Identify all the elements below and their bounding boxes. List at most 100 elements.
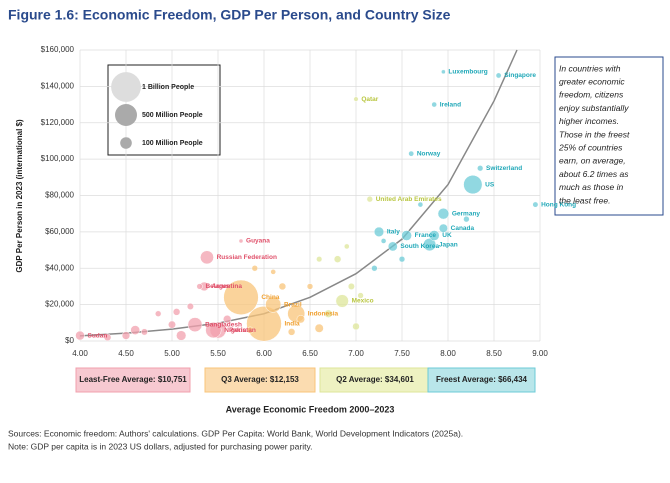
point-label: Italy xyxy=(387,229,400,236)
average-label: Least-Free Average: $10,751 xyxy=(79,375,187,384)
point-label: Ireland xyxy=(440,101,461,108)
bubble xyxy=(428,230,440,241)
bubble xyxy=(103,333,112,342)
bubble xyxy=(353,96,359,102)
point-label: Nigeria xyxy=(224,327,246,334)
chart-title: Figure 1.6: Economic Freedom, GDP Per Pe… xyxy=(8,7,451,23)
annotation-line: higher incomes. xyxy=(559,116,619,126)
annotation-line: greater economic xyxy=(559,76,625,86)
bubble xyxy=(357,292,364,299)
bubble xyxy=(168,320,176,329)
bubble xyxy=(441,69,446,75)
average-box xyxy=(427,367,536,393)
bubble xyxy=(172,308,181,316)
point-label: Japan xyxy=(439,241,458,248)
legend-label: 100 Million People xyxy=(142,140,203,147)
bubble xyxy=(344,243,350,250)
bubble xyxy=(366,195,373,203)
bubble xyxy=(417,201,424,208)
bubble xyxy=(155,310,162,317)
annotation-line: much as those in xyxy=(559,182,624,192)
bubble xyxy=(246,305,282,342)
annotation-line: 25% of countries xyxy=(558,142,623,152)
point-label: Luxembourg xyxy=(448,69,487,76)
x-tick-label: 8.00 xyxy=(440,349,456,358)
bubble xyxy=(352,322,360,331)
y-tick-label: $120,000 xyxy=(41,118,75,127)
bubble xyxy=(176,330,187,341)
x-tick-label: 8.50 xyxy=(486,349,502,358)
bubble xyxy=(265,296,282,313)
x-tick-label: 4.00 xyxy=(72,349,88,358)
point-label: Qatar xyxy=(361,96,378,103)
point-label: France xyxy=(415,232,437,239)
point-label: Switzerland xyxy=(486,165,522,172)
bubble xyxy=(495,72,502,79)
bubble xyxy=(251,265,258,272)
bubble xyxy=(324,309,333,318)
bubble xyxy=(287,328,296,336)
y-tick-label: $160,000 xyxy=(41,45,75,54)
y-tick-label: $20,000 xyxy=(45,300,74,309)
bubble xyxy=(316,256,323,263)
bubble xyxy=(246,326,254,334)
y-axis-label: GDP Per Person in 2023 (international $) xyxy=(15,119,24,273)
y-tick-label: $100,000 xyxy=(41,154,75,163)
point-label: Norway xyxy=(417,150,441,157)
point-label: India xyxy=(284,320,300,327)
point-label: UK xyxy=(442,232,452,239)
point-label: US xyxy=(485,181,495,188)
legend-bubble xyxy=(120,137,132,149)
bubble xyxy=(387,241,398,252)
bubble xyxy=(238,238,244,244)
annotation-line: the least free. xyxy=(559,195,611,205)
legend-label: 1 Billion People xyxy=(142,84,194,91)
bubble xyxy=(408,150,415,157)
point-label: Mexico xyxy=(352,298,374,305)
x-tick-label: 9.00 xyxy=(532,349,548,358)
bubble xyxy=(438,223,448,233)
y-tick-label: $40,000 xyxy=(45,263,74,272)
bubble xyxy=(335,294,349,308)
bubble xyxy=(223,315,232,324)
bubble xyxy=(437,207,450,220)
annotation-box xyxy=(554,56,664,216)
point-label: Germany xyxy=(452,210,481,217)
bubble xyxy=(477,165,484,172)
point-label: Pakistan xyxy=(229,327,256,334)
point-label: Russian Federation xyxy=(217,254,277,261)
bubble xyxy=(398,255,406,263)
legend-label: 500 Million People xyxy=(142,112,203,119)
source-line: Note: GDP per capita is in 2023 US dolla… xyxy=(8,441,312,451)
x-tick-label: 4.50 xyxy=(118,349,134,358)
bubble xyxy=(380,238,387,244)
bubble xyxy=(373,226,385,237)
bubble xyxy=(200,250,214,265)
bubble xyxy=(431,101,437,108)
point-label: Canada xyxy=(451,225,475,232)
point-label: Guyana xyxy=(246,238,270,245)
point-label: Belarus xyxy=(205,283,229,290)
bubble xyxy=(463,215,470,223)
bubble xyxy=(130,325,141,335)
bubble xyxy=(423,238,437,252)
bubble xyxy=(140,328,148,336)
x-tick-label: 6.00 xyxy=(256,349,272,358)
annotation-line: earn, on average, xyxy=(559,156,626,166)
x-tick-label: 5.50 xyxy=(210,349,226,358)
y-tick-label: $0 xyxy=(65,336,74,345)
bubble xyxy=(296,315,305,324)
annotation-line: Those in the freest xyxy=(559,129,630,139)
bubble xyxy=(463,175,483,195)
bubble xyxy=(121,331,131,340)
point-label: Hong Kong xyxy=(541,201,576,208)
annotation-line: about 6.2 times as xyxy=(559,169,629,179)
bubble xyxy=(306,283,314,290)
y-tick-label: $60,000 xyxy=(45,227,74,236)
bubble xyxy=(186,302,194,310)
bubble xyxy=(401,230,412,241)
average-label: Q2 Average: $34,601 xyxy=(336,375,414,384)
y-tick-label: $140,000 xyxy=(41,81,75,90)
legend-bubble xyxy=(111,72,141,102)
bubble xyxy=(347,282,355,290)
